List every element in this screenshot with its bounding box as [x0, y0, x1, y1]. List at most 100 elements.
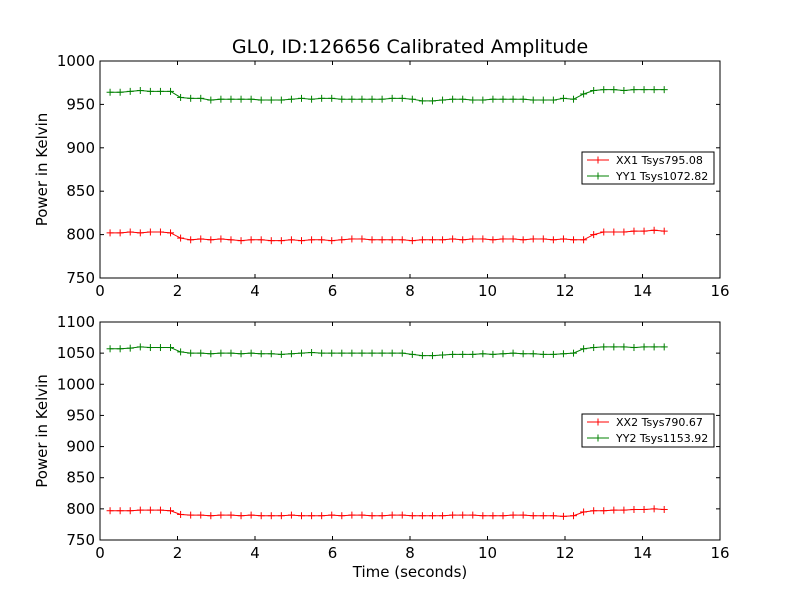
data-point-marker [348, 95, 356, 103]
data-point-marker [227, 95, 235, 103]
x-tick-label: 10 [478, 282, 497, 300]
data-point-marker [287, 350, 295, 358]
data-point-marker [156, 344, 164, 352]
data-point-marker [187, 236, 195, 244]
data-point-marker [237, 237, 245, 245]
y-tick-label: 1100 [57, 313, 95, 331]
data-point-marker [318, 236, 326, 244]
data-point-marker [368, 236, 376, 244]
data-point-marker [459, 95, 467, 103]
data-point-marker [308, 236, 316, 244]
data-point-marker [469, 235, 477, 243]
data-point-marker [570, 95, 578, 103]
data-point-marker [439, 351, 447, 359]
data-point-marker [489, 95, 497, 103]
data-point-marker [277, 512, 285, 520]
data-point-marker [479, 350, 487, 358]
data-point-marker [156, 228, 164, 236]
x-tick-label: 6 [328, 544, 338, 562]
data-point-marker [207, 512, 215, 520]
data-point-marker [267, 96, 275, 104]
x-tick-label: 12 [555, 544, 574, 562]
x-tick-label: 16 [710, 544, 729, 562]
data-point-marker [539, 96, 547, 104]
y-axis-label: Power in Kelvin [33, 113, 51, 227]
data-point-marker [539, 512, 547, 520]
data-point-marker [237, 512, 245, 520]
y-tick-label: 800 [66, 226, 95, 244]
data-point-marker [549, 236, 557, 244]
data-point-marker [167, 87, 175, 95]
data-point-marker [197, 511, 205, 519]
data-point-marker [156, 87, 164, 95]
data-point-marker [146, 344, 154, 352]
data-point-marker [408, 237, 416, 245]
data-point-marker [439, 512, 447, 520]
legend-label: YY2 Tsys1153.92 [615, 432, 708, 445]
data-point-marker [298, 237, 305, 245]
bottom-panel: 0 2 4 6 8 10 12 14 16 750 800 850 900 950 1000 1050 1100… [33, 313, 730, 562]
data-point-marker [610, 343, 618, 351]
data-point-marker [197, 235, 205, 243]
legend-box [581, 413, 715, 448]
data-point-marker [378, 512, 386, 520]
data-point-marker [368, 512, 376, 520]
data-point-marker [439, 236, 447, 244]
data-point-marker [146, 506, 154, 514]
data-point-marker [529, 512, 537, 520]
data-point-marker [277, 350, 285, 358]
data-point-marker [378, 349, 386, 357]
data-point-marker [620, 228, 628, 236]
data-point-marker [358, 349, 366, 357]
data-point-marker [570, 236, 578, 244]
data-point-marker [257, 236, 265, 244]
data-point-marker [479, 96, 487, 104]
data-point-marker [650, 343, 658, 351]
x-tick-label: 4 [250, 544, 260, 562]
y-tick-label: 800 [66, 500, 95, 518]
data-point-marker [428, 352, 436, 360]
data-point-marker [428, 236, 436, 244]
legend-item: YY2 Tsys1153.92 [587, 432, 708, 445]
x-tick-label: 8 [405, 282, 415, 300]
data-point-marker [197, 349, 205, 357]
data-point-marker [167, 507, 175, 515]
data-point-marker [257, 96, 265, 104]
data-point-marker [187, 349, 195, 357]
data-point-marker [489, 512, 497, 520]
data-point-marker [126, 87, 134, 95]
data-point-marker [227, 349, 235, 357]
data-point-marker [580, 236, 588, 244]
y-tick-label: 850 [66, 182, 95, 200]
data-point-marker [247, 511, 255, 519]
data-point-marker [348, 511, 356, 519]
data-point-marker [136, 87, 144, 95]
data-point-marker [177, 510, 185, 518]
legend-item: XX1 Tsys795.08 [587, 154, 703, 167]
data-point-marker [217, 95, 225, 103]
legend: XX2 Tsys790.67 YY2 Tsys1153.92 [581, 413, 715, 448]
data-point-marker [580, 90, 588, 98]
data-point-marker [217, 235, 225, 243]
data-point-marker [650, 86, 658, 94]
data-point-marker [106, 507, 114, 515]
data-point-marker [610, 228, 618, 236]
data-point-marker [388, 94, 396, 102]
data-point-marker [298, 94, 305, 102]
data-point-marker [418, 352, 426, 360]
data-point-marker [418, 97, 426, 105]
data-point-marker [348, 349, 356, 357]
data-point-marker [610, 86, 618, 94]
data-point-marker [570, 512, 578, 520]
data-point-marker [590, 231, 598, 239]
data-point-marker [650, 226, 658, 234]
data-point-marker [358, 235, 366, 243]
data-point-marker [116, 345, 124, 353]
data-point-marker [348, 235, 356, 243]
data-point-marker [620, 506, 628, 514]
data-point-marker [640, 505, 648, 513]
data-point-marker [207, 236, 215, 244]
data-point-marker [559, 350, 567, 358]
data-point-marker [378, 95, 386, 103]
